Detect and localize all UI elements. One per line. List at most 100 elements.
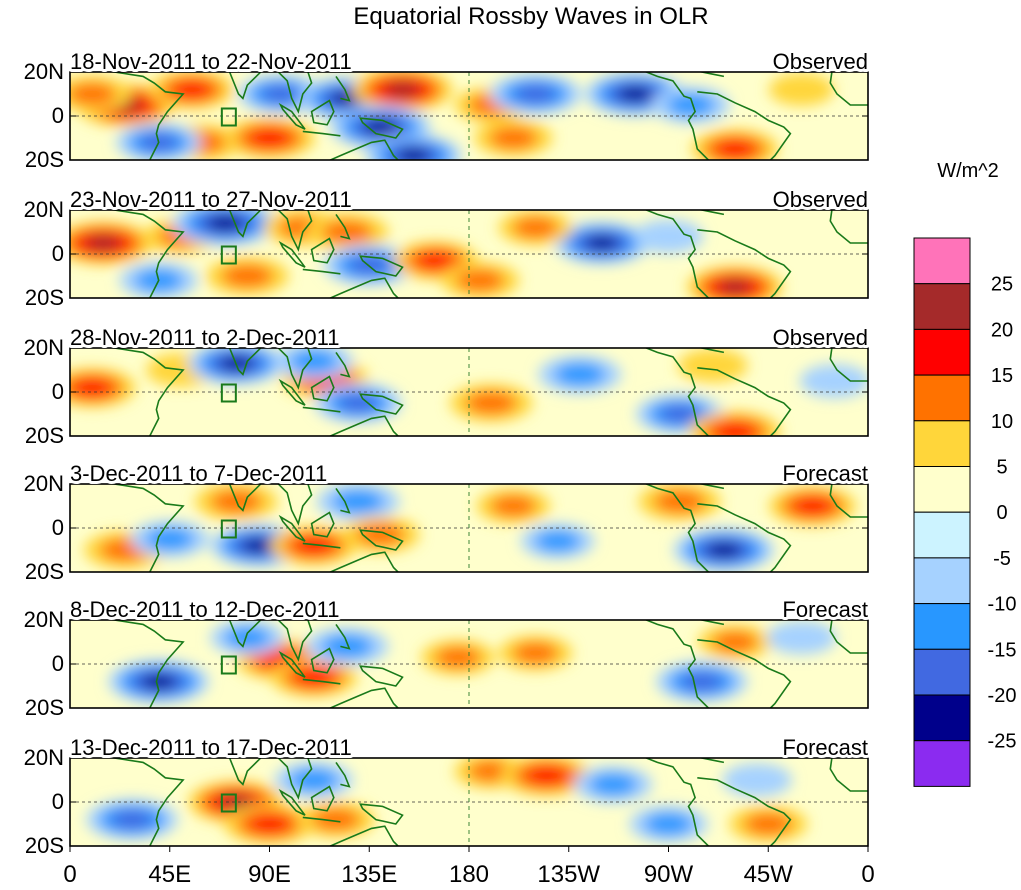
panel-period: 13-Dec-2011 to 17-Dec-2011 (70, 735, 352, 760)
australia-coast (328, 415, 400, 436)
anomaly-blob (766, 620, 837, 655)
anomaly-blob (799, 364, 868, 398)
se-asia-coast (277, 484, 313, 526)
x-tick-label: 0 (63, 861, 76, 888)
borneo-coast (310, 237, 335, 264)
y-tick-label: 20N (24, 335, 64, 360)
y-tick-label: 20S (25, 559, 64, 584)
sumatra-coast (278, 378, 306, 406)
anomaly-blob (715, 140, 755, 158)
philippines-coast (335, 75, 351, 102)
australia-coast (328, 139, 400, 160)
borneo-coast (310, 99, 335, 126)
anomaly-blob (396, 148, 431, 160)
panel-status: Observed (773, 49, 868, 74)
x-tick-label: 180 (449, 861, 489, 888)
colorbar-swatch (913, 740, 971, 787)
panel-group: 20N 0 20S 18-Nov-2011 to 22-Nov-2011 Observe… (24, 46, 871, 858)
sumatra-coast (278, 788, 306, 816)
region-box (220, 383, 237, 403)
y-tick-label: 0 (52, 103, 64, 128)
java-coast (302, 816, 341, 823)
west-africa-coast (829, 620, 868, 654)
y-tick-label: 20N (24, 59, 64, 84)
colorbar-label: -20 (988, 685, 1017, 707)
coastlines (106, 210, 868, 298)
panel-status: Observed (773, 325, 868, 350)
anomaly-field (70, 210, 783, 298)
borneo-coast (310, 375, 335, 402)
anomaly-blob (111, 810, 153, 829)
x-tick-label: 135E (341, 861, 397, 888)
anomaly-blob (512, 642, 559, 664)
coastlines (106, 348, 868, 436)
region-box (220, 655, 237, 675)
africa-coast (106, 72, 185, 160)
colorbar-label: 0 (996, 502, 1007, 524)
s-america-east-coast (697, 229, 792, 298)
anomaly-blob (145, 527, 194, 551)
sumatra-coast (278, 102, 306, 130)
anomaly-blob (224, 626, 271, 649)
colorbar-swatch (913, 511, 971, 559)
caribbean-coast (697, 484, 725, 490)
new-guinea-coast (359, 665, 404, 687)
colorbar-label: 15 (991, 365, 1013, 387)
anomaly-blob (633, 219, 704, 254)
colorbar-label: 5 (996, 457, 1007, 479)
anomaly-blob (768, 73, 835, 106)
anomaly-blob (666, 93, 715, 117)
anomaly-field (70, 72, 835, 160)
west-africa-coast (829, 72, 868, 106)
anomaly-blob (588, 773, 638, 796)
new-guinea-coast (359, 393, 404, 415)
anomaly-blob (289, 350, 338, 373)
colorbar-label: -10 (988, 594, 1017, 616)
panel-status: Forecast (782, 735, 868, 760)
panel: 20N 0 20S 3-Dec-2011 to 7-Dec-2011 Forecast (24, 458, 871, 584)
australia-coast (328, 825, 400, 846)
anomaly-blob (311, 808, 361, 831)
region-box (220, 107, 237, 127)
coastlines (106, 484, 868, 572)
india-coast (228, 210, 262, 238)
y-tick-label: 20N (24, 745, 64, 770)
panel-period: 3-Dec-2011 to 7-Dec-2011 (70, 461, 327, 486)
colorbar-swatch (913, 420, 971, 467)
s-america-west-coast (644, 758, 710, 846)
west-africa-coast (829, 348, 868, 382)
colorbar-label: -5 (993, 548, 1011, 570)
java-coast (302, 268, 341, 275)
australia-coast (328, 687, 400, 708)
region-box (220, 519, 237, 539)
anomaly-blob (660, 405, 699, 423)
se-asia-coast (277, 348, 313, 390)
anomaly-blob (241, 538, 276, 553)
anomaly-blob (706, 542, 742, 558)
java-coast (302, 130, 341, 137)
panel-period: 18-Nov-2011 to 22-Nov-2011 (70, 49, 352, 74)
y-tick-label: 0 (52, 651, 64, 676)
caribbean-coast (697, 72, 725, 78)
philippines-coast (335, 487, 351, 514)
borneo-coast (310, 647, 335, 674)
africa-coast (106, 210, 185, 298)
india-coast (228, 758, 262, 786)
anomaly-blob (70, 82, 117, 106)
panel-status: Forecast (782, 597, 868, 622)
x-tick-label: 135W (537, 861, 600, 888)
anomaly-blob (249, 814, 290, 834)
se-asia-coast (277, 72, 313, 114)
anomaly-blob (338, 394, 378, 412)
anomaly-blob (644, 812, 693, 836)
panel: 20N 0 20S 8-Dec-2011 to 12-Dec-2011 Forecast (24, 594, 871, 720)
coastlines (106, 72, 868, 160)
india-coast (228, 348, 262, 376)
caribbean-coast (697, 348, 725, 354)
panel: 20N 0 20S 13-Dec-2011 to 17-Dec-2011 Forecas… (24, 732, 871, 858)
anomaly-blob (512, 216, 559, 239)
anomaly-blob (722, 763, 792, 797)
s-america-west-coast (644, 620, 710, 708)
anomaly-field (84, 484, 857, 572)
